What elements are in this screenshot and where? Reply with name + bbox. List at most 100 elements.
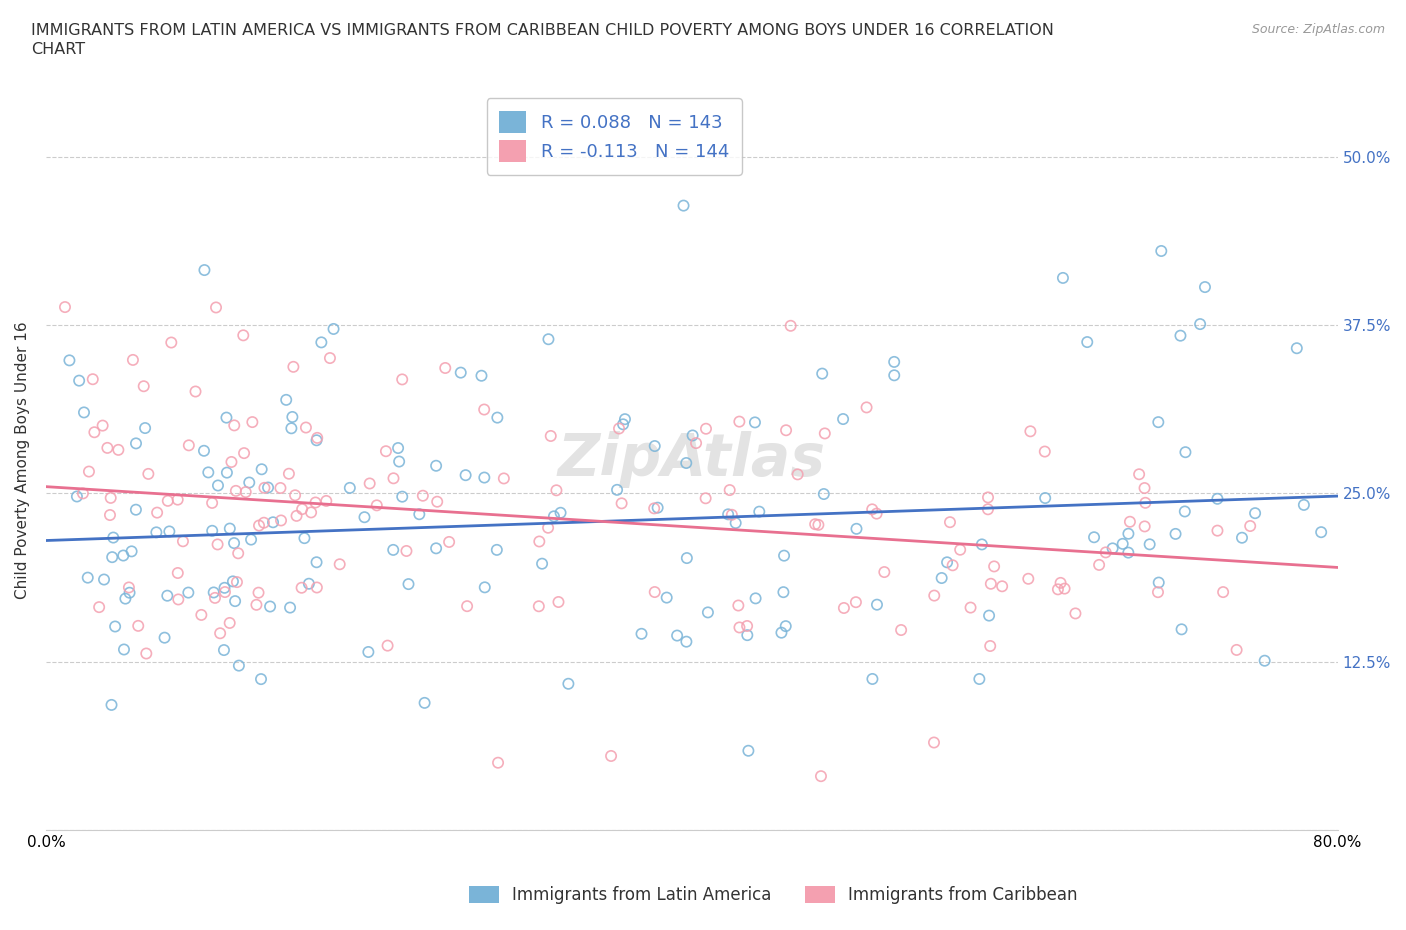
- Point: [1230, 530, 1253, 545]
- Point: [204, 591, 226, 605]
- Point: [104, 619, 127, 634]
- Point: [382, 471, 405, 485]
- Point: [779, 318, 801, 333]
- Point: [66, 489, 89, 504]
- Point: [291, 501, 314, 516]
- Point: [655, 591, 678, 605]
- Point: [391, 372, 413, 387]
- Point: [1094, 545, 1116, 560]
- Point: [284, 488, 307, 503]
- Point: [118, 580, 141, 595]
- Point: [112, 642, 135, 657]
- Point: [434, 361, 457, 376]
- Point: [1244, 506, 1267, 521]
- Point: [278, 600, 301, 615]
- Point: [873, 565, 896, 579]
- Point: [991, 578, 1014, 593]
- Point: [357, 644, 380, 659]
- Point: [276, 392, 298, 407]
- Point: [1189, 316, 1212, 331]
- Point: [311, 335, 333, 350]
- Point: [270, 513, 292, 528]
- Point: [845, 595, 868, 610]
- Point: [197, 465, 219, 480]
- Point: [666, 628, 689, 643]
- Point: [931, 571, 953, 586]
- Point: [391, 489, 413, 504]
- Point: [353, 510, 375, 525]
- Point: [486, 755, 509, 770]
- Point: [76, 570, 98, 585]
- Point: [1164, 526, 1187, 541]
- Point: [470, 368, 492, 383]
- Point: [676, 551, 699, 565]
- Point: [215, 410, 238, 425]
- Point: [184, 384, 207, 399]
- Point: [232, 328, 254, 343]
- Point: [1112, 537, 1135, 551]
- Point: [682, 428, 704, 443]
- Point: [832, 601, 855, 616]
- Point: [257, 480, 280, 495]
- Point: [672, 198, 695, 213]
- Point: [685, 435, 707, 450]
- Point: [647, 500, 669, 515]
- Point: [240, 532, 263, 547]
- Point: [543, 509, 565, 524]
- Point: [675, 456, 697, 471]
- Point: [814, 426, 837, 441]
- Point: [245, 597, 267, 612]
- Point: [727, 598, 749, 613]
- Point: [970, 537, 993, 551]
- Text: ZipAtlas: ZipAtlas: [558, 432, 825, 488]
- Point: [218, 616, 240, 631]
- Point: [387, 441, 409, 456]
- Point: [247, 585, 270, 600]
- Point: [395, 543, 418, 558]
- Point: [193, 262, 215, 277]
- Point: [810, 769, 832, 784]
- Point: [359, 476, 381, 491]
- Point: [770, 625, 793, 640]
- Point: [807, 517, 830, 532]
- Point: [1118, 545, 1140, 560]
- Point: [1147, 415, 1170, 430]
- Point: [156, 494, 179, 509]
- Point: [804, 517, 827, 532]
- Point: [285, 509, 308, 524]
- Point: [922, 735, 945, 750]
- Point: [228, 658, 250, 673]
- Point: [1310, 525, 1333, 539]
- Point: [675, 634, 697, 649]
- Point: [546, 483, 568, 498]
- Point: [643, 501, 665, 516]
- Point: [247, 518, 270, 533]
- Point: [855, 400, 877, 415]
- Y-axis label: Child Poverty Among Boys Under 16: Child Poverty Among Boys Under 16: [15, 321, 30, 599]
- Point: [166, 565, 188, 580]
- Point: [735, 618, 758, 633]
- Point: [865, 506, 887, 521]
- Point: [125, 502, 148, 517]
- Point: [1033, 491, 1056, 506]
- Point: [540, 429, 562, 444]
- Point: [980, 577, 1002, 591]
- Point: [132, 379, 155, 393]
- Point: [91, 418, 114, 433]
- Point: [959, 600, 981, 615]
- Point: [413, 696, 436, 711]
- Point: [1194, 280, 1216, 295]
- Point: [201, 496, 224, 511]
- Point: [218, 521, 240, 536]
- Point: [224, 418, 246, 432]
- Point: [177, 585, 200, 600]
- Point: [1285, 340, 1308, 355]
- Point: [1150, 244, 1173, 259]
- Point: [205, 300, 228, 315]
- Point: [1170, 622, 1192, 637]
- Point: [222, 574, 245, 589]
- Point: [277, 466, 299, 481]
- Point: [146, 505, 169, 520]
- Point: [550, 505, 572, 520]
- Point: [1046, 582, 1069, 597]
